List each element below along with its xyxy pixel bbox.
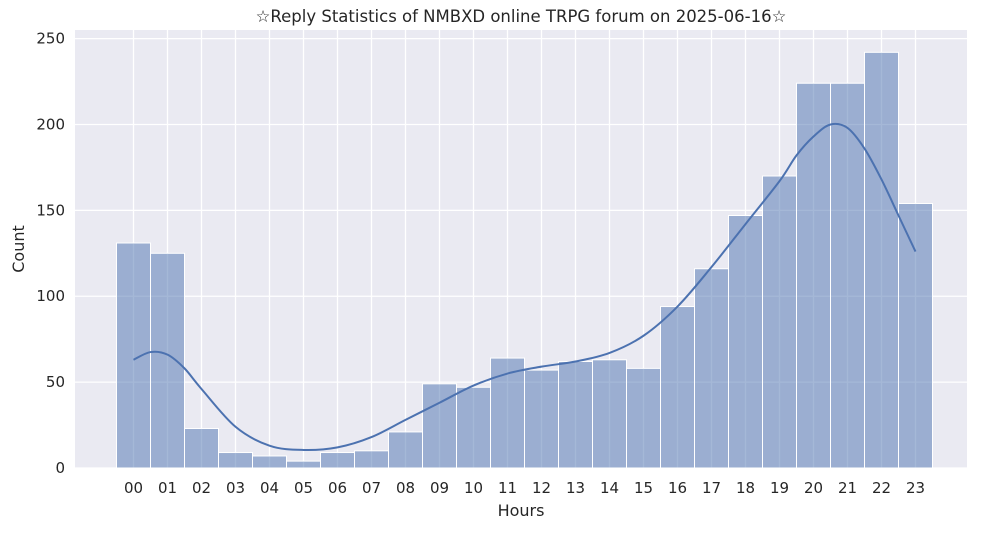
histogram-bar [116, 242, 151, 469]
histogram-bar [286, 460, 321, 469]
x-tick-label: 04 [260, 479, 279, 497]
bars-layer [116, 51, 933, 469]
x-tick-label: 03 [226, 479, 245, 497]
histogram-bar [252, 455, 287, 469]
histogram-bar [626, 367, 661, 469]
x-tick-label: 10 [464, 479, 483, 497]
histogram-bar [320, 452, 355, 469]
x-tick-label: 06 [328, 479, 347, 497]
x-tick-label: 16 [668, 479, 687, 497]
x-tick-label: 12 [532, 479, 551, 497]
histogram-bar [524, 369, 559, 469]
histogram-bar [660, 306, 695, 469]
y-tick-label: 150 [36, 201, 65, 219]
histogram-bar [456, 386, 491, 469]
x-tick-label: 13 [566, 479, 585, 497]
histogram-bar [558, 361, 593, 469]
x-tick-label: 14 [600, 479, 619, 497]
histogram-bar [796, 82, 831, 469]
y-tick-labels: 0 50 100 150 200 250 [36, 30, 65, 477]
x-tick-label: 08 [396, 479, 415, 497]
x-tick-label: 21 [838, 479, 857, 497]
kde-line [133, 122, 917, 452]
x-tick-label: 11 [498, 479, 517, 497]
y-tick-label: 0 [55, 459, 65, 477]
x-tick-labels: 00 01 02 03 04 05 06 07 08 09 10 11 12 13 14 15 16 17 18 19… [124, 479, 925, 497]
x-tick-label: 23 [906, 479, 925, 497]
histogram-bar [592, 359, 627, 469]
chart-title: ☆Reply Statistics of NMBXD online TRPG f… [256, 7, 787, 26]
x-tick-label: 05 [294, 479, 313, 497]
histogram-bar [864, 51, 899, 469]
x-tick-label: 02 [192, 479, 211, 497]
y-tick-label: 100 [36, 287, 65, 305]
histogram-bar [388, 431, 423, 469]
histogram-bar [762, 175, 797, 469]
y-axis-label: Count [9, 225, 28, 273]
x-tick-label: 01 [158, 479, 177, 497]
histogram-bar [728, 215, 763, 469]
y-tick-label: 200 [36, 115, 65, 133]
histogram-bar [184, 427, 219, 469]
y-tick-label: 50 [46, 373, 65, 391]
histogram-bar [694, 268, 729, 469]
x-tick-label: 17 [702, 479, 721, 497]
x-tick-label: 00 [124, 479, 143, 497]
x-tick-label: 22 [872, 479, 891, 497]
histogram-bar [898, 202, 933, 469]
x-tick-label: 20 [804, 479, 823, 497]
histogram-bar [354, 450, 389, 469]
x-tick-label: 07 [362, 479, 381, 497]
x-axis-label: Hours [498, 501, 545, 520]
x-tick-label: 09 [430, 479, 449, 497]
x-tick-label: 19 [770, 479, 789, 497]
x-tick-label: 18 [736, 479, 755, 497]
x-tick-label: 15 [634, 479, 653, 497]
histogram-bar [218, 452, 253, 469]
y-tick-label: 250 [36, 30, 65, 48]
histogram-bar [150, 252, 185, 469]
